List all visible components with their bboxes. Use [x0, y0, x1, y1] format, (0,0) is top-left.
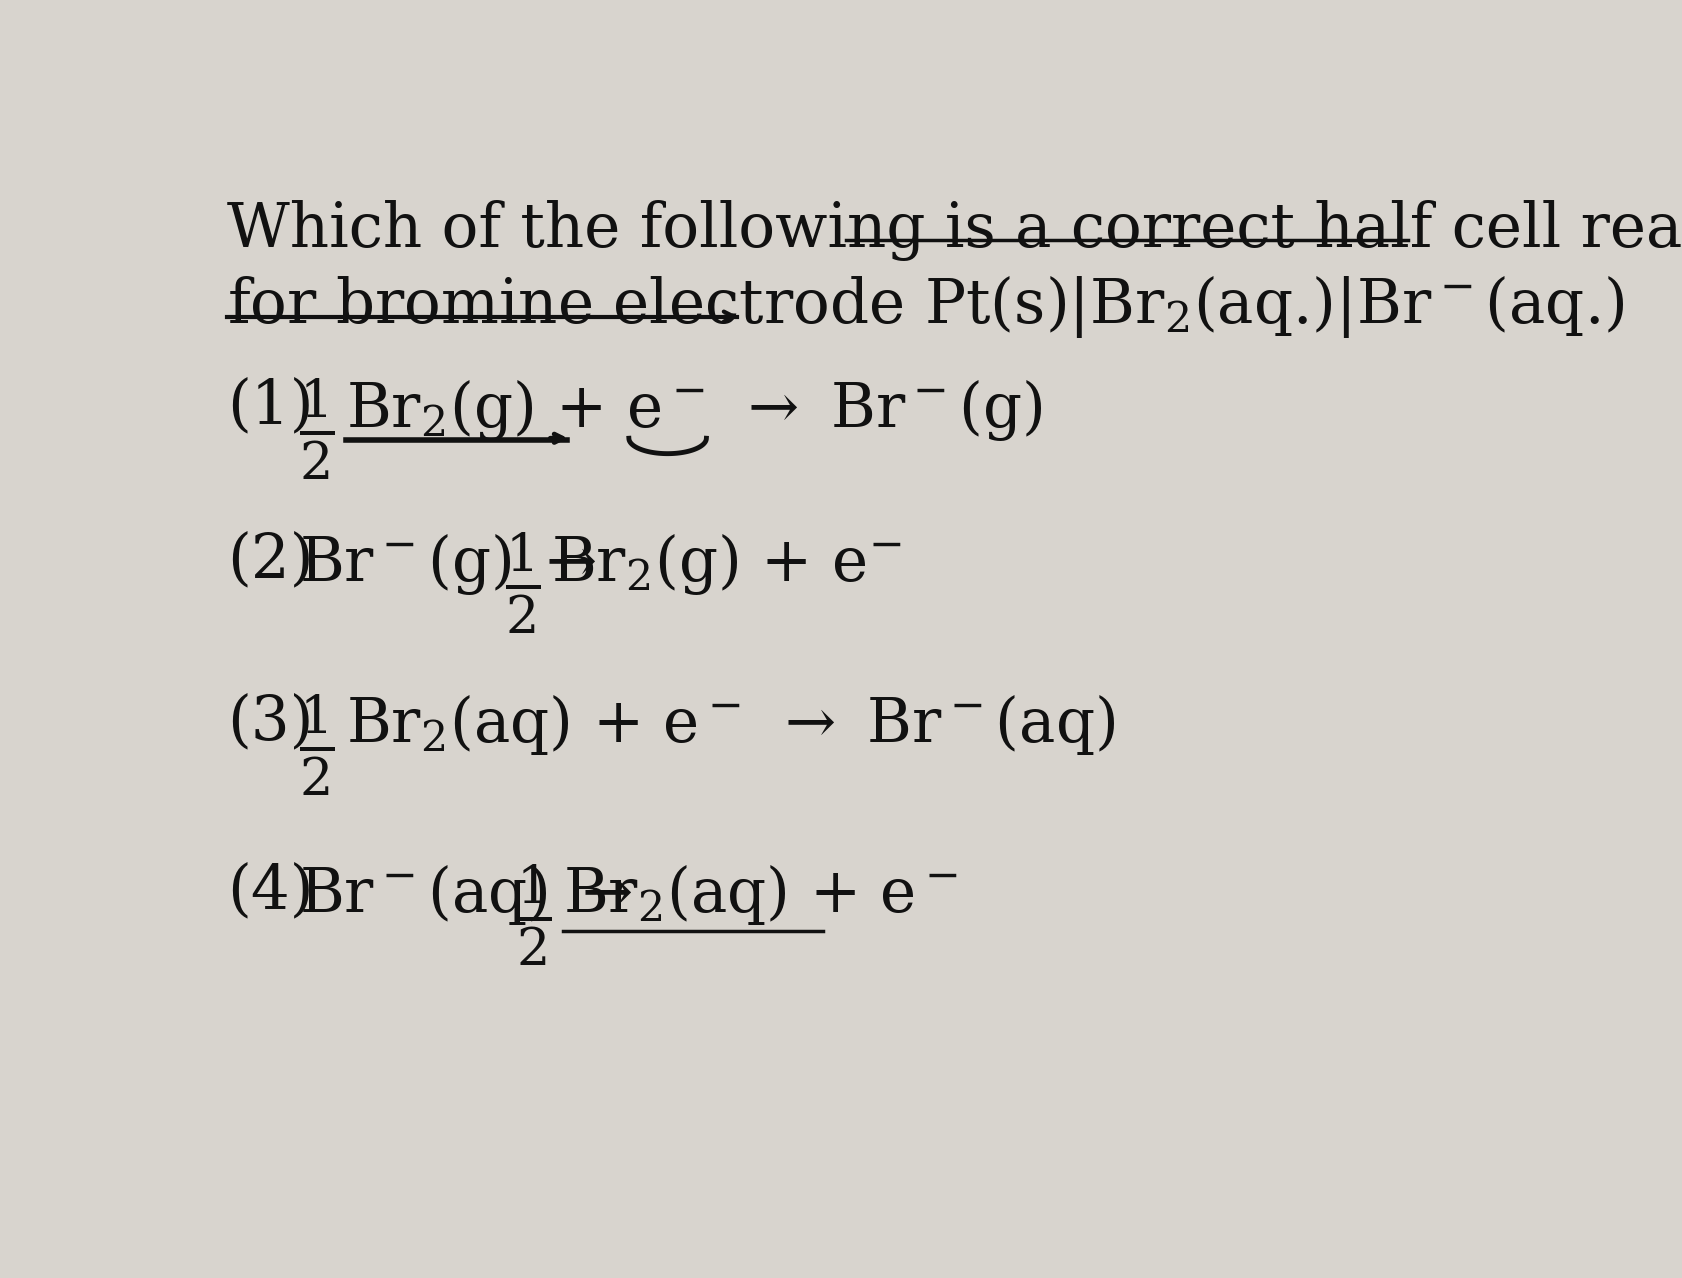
Text: $\frac{1}{2}$: $\frac{1}{2}$	[299, 693, 335, 799]
Text: (2): (2)	[227, 530, 315, 590]
Text: $\frac{1}{2}$: $\frac{1}{2}$	[505, 530, 540, 636]
Text: Br$_2$(aq) + e$^-$: Br$_2$(aq) + e$^-$	[563, 861, 957, 927]
Text: (4): (4)	[227, 861, 315, 921]
Text: Br$_2$(aq) + e$^-$ $\rightarrow$ Br$^-$(aq): Br$_2$(aq) + e$^-$ $\rightarrow$ Br$^-$(…	[346, 693, 1115, 758]
Text: $\frac{1}{2}$: $\frac{1}{2}$	[299, 377, 335, 483]
Text: Br$_2$(g) + e$^{-}$: Br$_2$(g) + e$^{-}$	[552, 530, 902, 597]
Text: Which of the following is a correct half cell reaction: Which of the following is a correct half…	[227, 199, 1682, 261]
Text: (1): (1)	[227, 377, 315, 437]
Text: for bromine electrode Pt(s)|Br$_2$(aq.)|Br$^-$(aq.): for bromine electrode Pt(s)|Br$_2$(aq.)|…	[227, 272, 1625, 340]
Text: $\frac{1}{2}$: $\frac{1}{2}$	[516, 861, 552, 967]
Text: Br$^-$(aq) $\rightarrow$: Br$^-$(aq) $\rightarrow$	[299, 861, 632, 927]
Text: Br$^-$(g) $\rightarrow$: Br$^-$(g) $\rightarrow$	[299, 530, 597, 597]
Text: (3): (3)	[227, 693, 315, 753]
Text: Br$_2$(g) + e$^-$ $\rightarrow$ Br$^-$(g): Br$_2$(g) + e$^-$ $\rightarrow$ Br$^-$(g…	[346, 377, 1041, 442]
